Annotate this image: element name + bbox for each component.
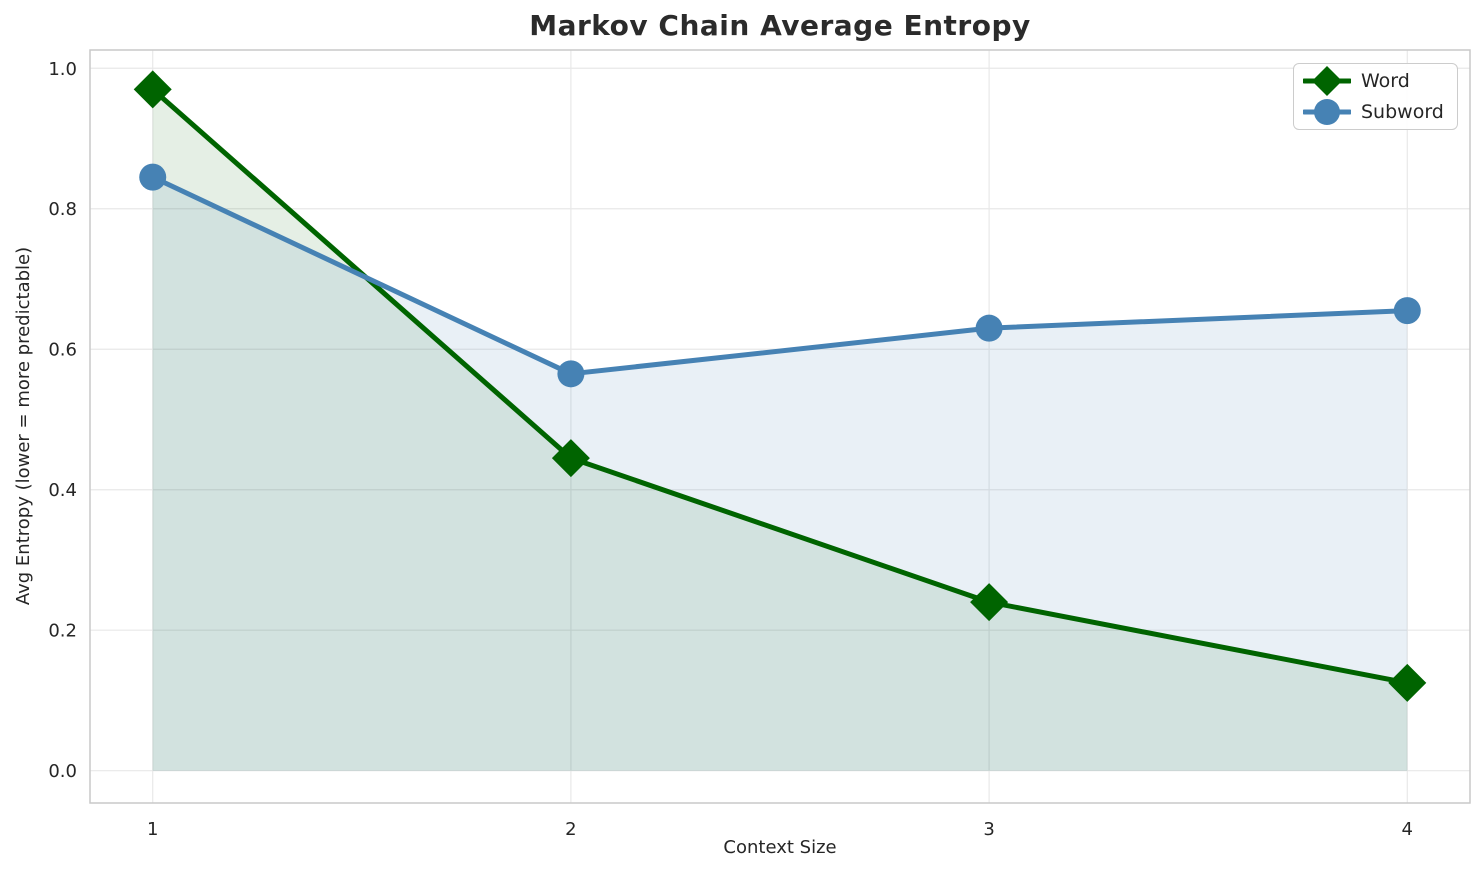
legend-label-word: Word: [1361, 70, 1410, 93]
data-point-word: [970, 583, 1009, 622]
data-point-word: [551, 439, 590, 478]
circle-marker-icon: [1303, 98, 1351, 125]
x-tick-label: 2: [565, 819, 576, 840]
data-point-word: [133, 70, 172, 109]
data-point-subword: [1393, 297, 1421, 325]
legend-item-word: Word: [1303, 66, 1448, 97]
y-tick-label: 0.0: [48, 761, 77, 782]
legend-label-subword: Subword: [1361, 100, 1444, 123]
data-point-subword: [139, 163, 167, 191]
y-tick-label: 0.2: [48, 621, 77, 642]
diamond-marker-icon: [1303, 66, 1351, 97]
y-tick-label: 0.4: [48, 480, 77, 501]
x-axis-label: Context Size: [723, 837, 837, 858]
x-tick-label: 4: [1402, 819, 1413, 840]
legend: Word Subword: [1293, 63, 1458, 130]
x-tick-label: 1: [147, 819, 158, 840]
data-point-subword: [975, 314, 1003, 342]
data-point-word: [1388, 663, 1427, 702]
x-tick-label: 3: [983, 819, 994, 840]
data-point-subword: [557, 360, 585, 388]
y-tick-label: 0.8: [48, 199, 77, 220]
legend-item-subword: Subword: [1303, 97, 1448, 127]
axes-border: [89, 49, 1471, 804]
chart-title: Markov Chain Average Entropy: [529, 9, 1031, 42]
series-line-subword: [150, 174, 1410, 377]
y-tick-label: 0.6: [48, 340, 77, 361]
area-fill-word: [152, 89, 1408, 771]
y-tick-label: 1.0: [48, 59, 77, 80]
